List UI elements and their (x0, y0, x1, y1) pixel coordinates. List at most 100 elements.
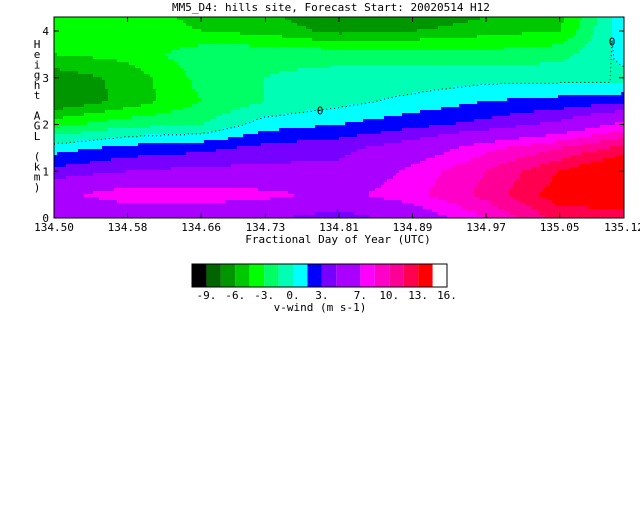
contour-cell (54, 137, 106, 141)
contour-cell (540, 164, 580, 168)
colorbar-swatch (278, 264, 294, 287)
contour-cell (54, 59, 118, 63)
y-axis-label-char: m (34, 171, 41, 184)
contour-cell (450, 149, 496, 153)
contour-cell (534, 110, 616, 114)
contour-cell (510, 212, 541, 216)
contour-cell (204, 140, 298, 144)
contour-cell (297, 23, 454, 27)
contour-cell (579, 50, 613, 54)
y-axis-label-char: ) (34, 181, 41, 194)
contour-cell (351, 152, 445, 156)
contour-cell (261, 143, 385, 147)
contour-cell (153, 80, 193, 84)
contour-cell (489, 200, 520, 204)
contour-cell (141, 68, 184, 72)
colorbar-swatch (321, 264, 337, 287)
contour-cell (54, 62, 130, 66)
x-tick-label: 134.50 (34, 221, 74, 234)
contour-cell (282, 113, 403, 117)
contour-cell (441, 170, 487, 174)
contour-cell (354, 212, 439, 216)
y-tick-label: 2 (42, 119, 49, 132)
contour-cell (480, 155, 526, 159)
colorbar-tick-label: 0. (286, 289, 299, 302)
contour-cell (366, 101, 478, 105)
contour-cell (579, 26, 595, 30)
contour-cell (588, 206, 624, 210)
contour-cell (420, 110, 535, 114)
contour-cell (264, 92, 412, 96)
contour-cell (492, 167, 532, 171)
contour-cell (54, 143, 139, 147)
contour-cell (549, 182, 624, 186)
contour-cell (294, 215, 370, 218)
contour-cell (153, 86, 193, 90)
contour-cell (54, 41, 565, 45)
contour-cell (591, 113, 624, 117)
x-tick-label: 135.05 (540, 221, 580, 234)
contour-cell (612, 38, 624, 42)
contour-cell (192, 104, 250, 108)
contour-cell (84, 104, 142, 108)
contour-cell (54, 173, 94, 177)
colorbar-tick-label: 7. (354, 289, 367, 302)
contour-cell (435, 179, 481, 183)
y-axis-label-char: h (34, 79, 41, 92)
contour-cell (339, 137, 421, 141)
contour-cell (264, 95, 394, 99)
contour-cell (216, 149, 358, 153)
contour-cell (591, 38, 613, 42)
contour-cell (573, 137, 619, 141)
contour-cell (402, 200, 448, 204)
contour-cell (621, 92, 624, 96)
contour-cell (474, 188, 511, 192)
contour-cell (108, 89, 157, 93)
contour-cell (582, 17, 598, 21)
contour-cell (66, 164, 232, 168)
x-tick-label: 134.66 (181, 221, 221, 234)
contour-cell (174, 59, 565, 63)
contour-cell (54, 29, 202, 33)
contour-cell (246, 122, 346, 126)
contour-cell (57, 53, 166, 57)
contour-cell (339, 209, 433, 213)
y-axis-label-char: i (34, 58, 41, 71)
x-tick-label: 135.12 (604, 221, 640, 234)
contour-cell (423, 206, 463, 210)
contour-cell (78, 149, 217, 153)
contour-cell (54, 110, 106, 114)
contour-cell (543, 188, 624, 192)
contour-cell (336, 209, 340, 213)
contour-cell (270, 74, 624, 78)
contour-cell (438, 197, 481, 201)
contour-cell (54, 44, 199, 48)
contour-cell (177, 62, 541, 66)
x-tick-label: 134.81 (319, 221, 359, 234)
contour-cell (186, 152, 352, 156)
contour-cell (54, 53, 58, 57)
contour-cell (150, 125, 235, 129)
contour-cell (438, 212, 478, 216)
contour-cell (105, 86, 154, 90)
y-axis-label-char: ( (34, 150, 41, 163)
contour-cell (54, 206, 424, 210)
contour-cell (192, 83, 265, 87)
contour-cell (480, 179, 517, 183)
contour-cell (402, 140, 496, 144)
y-axis-label-char: e (34, 48, 41, 61)
contour-cell (429, 191, 475, 195)
contour-cell (264, 80, 624, 84)
contour-cell (198, 95, 265, 99)
contour-cell (513, 182, 550, 186)
contour-cell (465, 161, 508, 165)
contour-cell (477, 101, 624, 105)
contour-cell (279, 71, 624, 75)
contour-cell (231, 110, 307, 114)
contour-cell (453, 86, 624, 90)
contour-cell (84, 113, 157, 117)
contour-cell (207, 131, 259, 135)
contour-cell (540, 194, 624, 198)
contour-cell (54, 188, 115, 192)
